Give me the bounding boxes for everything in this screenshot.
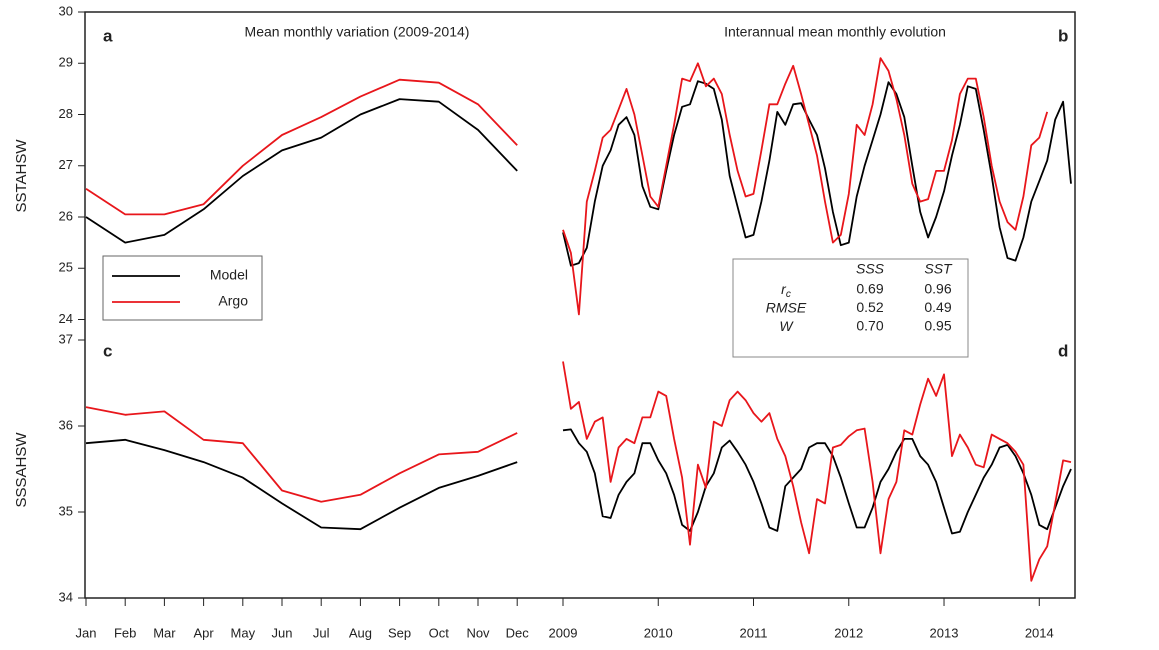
stats-value: 0.49 [924,299,951,315]
x-tick-label: Aug [349,625,372,640]
panel-title: Mean monthly variation (2009-2014) [245,24,470,40]
data-line [85,78,518,216]
data-line [562,361,1072,582]
stats-value: 0.95 [924,318,951,334]
panel-label: a [103,26,113,45]
x-tick-label: May [231,625,256,640]
y-tick-label: 30 [59,3,73,18]
data-line [85,438,518,531]
stats-header: SST [924,261,953,277]
y-tick-label: 25 [59,260,73,275]
x-tick-label: Sep [388,625,411,640]
y-tick-label: 29 [59,55,73,70]
legend-label: Argo [218,293,248,309]
x-tick-label: 2010 [644,625,673,640]
data-line [562,428,1072,535]
x-tick-label: 2012 [834,625,863,640]
stats-row-label-sub: c [786,289,791,300]
y-tick-label: 36 [59,417,73,432]
x-tick-label: 2011 [740,625,768,640]
x-tick-label: Apr [193,625,214,640]
x-tick-label: Jun [272,625,293,640]
panel-label: b [1058,26,1068,45]
x-tick-label: Dec [506,625,530,640]
data-line [85,98,518,244]
legend-box [102,255,263,321]
stats-row-label: W [779,318,794,334]
plot-frame [84,11,1076,599]
stats-row-label-text: r [781,281,787,297]
x-tick-label: 2014 [1025,625,1054,640]
y-axis-label: SSSAHSW [13,432,30,508]
y-tick-label: 34 [59,589,73,604]
data-line [85,406,518,503]
stats-row-label-text: RMSE [766,299,807,315]
stats-value: 0.52 [856,299,883,315]
stats-header: SSS [856,261,885,277]
stats-row-label: rc [781,281,791,300]
y-tick-label: 28 [59,106,73,121]
legend-label: Model [210,267,248,283]
x-tick-label: 2013 [930,625,959,640]
y-axis-label: SSTAHSW [13,139,30,213]
y-tick-label: 26 [59,208,73,223]
stats-value: 0.96 [924,281,951,297]
data-line [562,80,1072,267]
stats-value: 0.69 [856,281,883,297]
stats-box [732,258,969,358]
panel-label: d [1058,341,1068,360]
x-tick-label: Mar [153,625,176,640]
stats-row-label-text: W [779,318,794,334]
data-line [562,57,1049,316]
x-tick-label: Nov [466,625,490,640]
x-tick-label: Oct [429,625,450,640]
stats-row-label: RMSE [766,299,807,315]
y-tick-label: 24 [59,311,73,326]
x-tick-label: 2009 [549,625,578,640]
y-tick-label: 35 [59,503,73,518]
x-tick-label: Jan [76,625,97,640]
panel-title: Interannual mean monthly evolution [724,24,946,40]
y-tick-label: 37 [59,331,73,346]
x-tick-label: Jul [313,625,330,640]
x-tick-label: Feb [114,625,136,640]
y-tick-label: 27 [59,157,73,172]
panel-label: c [103,341,112,360]
stats-value: 0.70 [856,318,883,334]
